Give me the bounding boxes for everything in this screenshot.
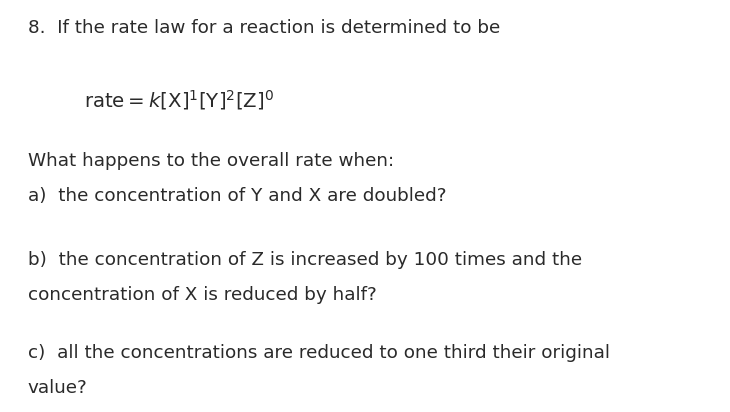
Text: value?: value? — [28, 379, 88, 397]
Text: c)  all the concentrations are reduced to one third their original: c) all the concentrations are reduced to… — [28, 344, 610, 362]
Text: What happens to the overall rate when:: What happens to the overall rate when: — [28, 152, 394, 171]
Text: a)  the concentration of Y and X are doubled?: a) the concentration of Y and X are doub… — [28, 187, 446, 206]
Text: b)  the concentration of Z is increased by 100 times and the: b) the concentration of Z is increased b… — [28, 251, 582, 269]
Text: 8.  If the rate law for a reaction is determined to be: 8. If the rate law for a reaction is det… — [28, 19, 500, 37]
Text: concentration of X is reduced by half?: concentration of X is reduced by half? — [28, 286, 377, 304]
Text: $\mathrm{rate} = k\mathrm{[X]^{1}[Y]^{2}[Z]^{0}}$: $\mathrm{rate} = k\mathrm{[X]^{1}[Y]^{2}… — [84, 89, 274, 112]
